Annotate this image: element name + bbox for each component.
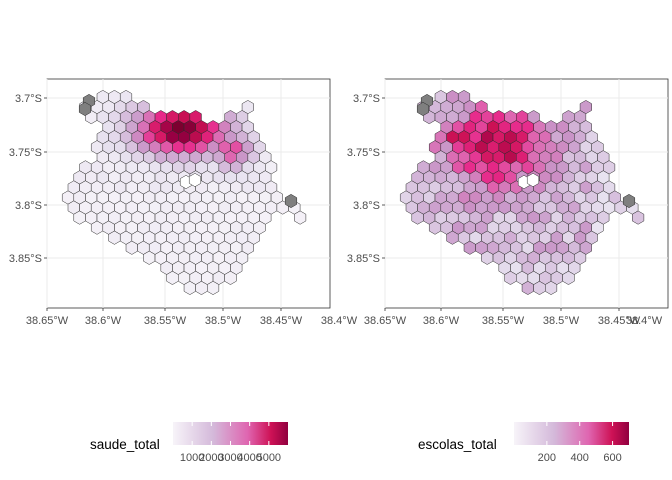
x-tick-label: 38.45°W [260, 315, 303, 327]
hexagon-layer [61, 90, 307, 295]
hex-cell [207, 280, 220, 295]
legend-tick-label: 4000 [237, 452, 261, 464]
x-tick-label: 38.55°W [482, 315, 525, 327]
x-tick-label: 38.65°W [26, 315, 69, 327]
y-axis-ticks: 3.7°S 3.75°S 3.8°S 3.85°S [9, 93, 47, 265]
hex-cell [188, 173, 202, 187]
legend-ticks: 200 400 600 [538, 422, 622, 464]
legend-tick-label: 200 [538, 452, 556, 464]
hex-cell [526, 173, 540, 187]
hex-cell [562, 270, 575, 285]
hex-cell [294, 210, 307, 225]
legend-colorbar [514, 422, 629, 445]
y-tick-label: 3.75°S [9, 147, 42, 159]
x-tick-label: 38.6°W [423, 315, 460, 327]
legend-tick-label: 1000 [180, 452, 204, 464]
map-panel-escolas: 3.7°S 3.75°S 3.8°S 3.85°S 38.65°W 38.6°W 38.5… [347, 78, 669, 327]
legend-colorbar [173, 422, 288, 445]
hex-cell [179, 175, 193, 189]
legend-tick-label: 5000 [257, 452, 281, 464]
x-tick-label: 38.5°W [205, 315, 242, 327]
hex-cell [517, 175, 531, 189]
hex-cell [545, 280, 558, 295]
y-tick-label: 3.85°S [9, 253, 42, 265]
legend-tick-label: 3000 [218, 452, 242, 464]
hex-cell [632, 210, 645, 225]
legend-tick-label: 600 [603, 452, 621, 464]
y-tick-label: 3.75°S [347, 147, 380, 159]
y-tick-label: 3.8°S [15, 200, 42, 212]
x-tick-label: 38.55°W [144, 315, 187, 327]
legend-tick-label: 400 [571, 452, 589, 464]
hex-cell-na [284, 194, 298, 208]
hex-cell [224, 270, 237, 285]
y-tick-label: 3.85°S [347, 253, 380, 265]
x-tick-label: 38.65°W [364, 315, 407, 327]
legend-escolas: escolas_total 200 400 600 [418, 422, 629, 464]
y-tick-label: 3.7°S [15, 93, 42, 105]
legend-tick-label: 2000 [199, 452, 223, 464]
map-panel-saude: 3.7°S 3.75°S 3.8°S 3.85°S 38.65°W 38.6°W 38.5… [9, 78, 358, 327]
hex-cell-na [78, 102, 92, 116]
legend-title: saude_total [90, 437, 160, 452]
x-tick-label: 38.45°W [598, 315, 641, 327]
hex-cell-na [416, 102, 430, 116]
y-tick-label: 3.7°S [353, 93, 380, 105]
x-tick-label: 38.4°W [626, 315, 663, 327]
x-tick-label: 38.6°W [85, 315, 122, 327]
hexagon-layer [399, 90, 645, 295]
legend-title: escolas_total [418, 437, 497, 452]
y-tick-label: 3.8°S [353, 200, 380, 212]
hex-cell-na [622, 194, 636, 208]
x-tick-label: 38.4°W [321, 315, 358, 327]
x-axis-ticks: 38.65°W 38.6°W 38.55°W 38.5°W 38.45°W38.4°W [364, 308, 663, 327]
x-tick-label: 38.5°W [543, 315, 580, 327]
y-axis-ticks: 3.7°S 3.75°S 3.8°S 3.85°S [347, 93, 385, 265]
x-axis-ticks: 38.65°W 38.6°W 38.55°W 38.5°W 38.45°W 38.4°W [26, 308, 358, 327]
